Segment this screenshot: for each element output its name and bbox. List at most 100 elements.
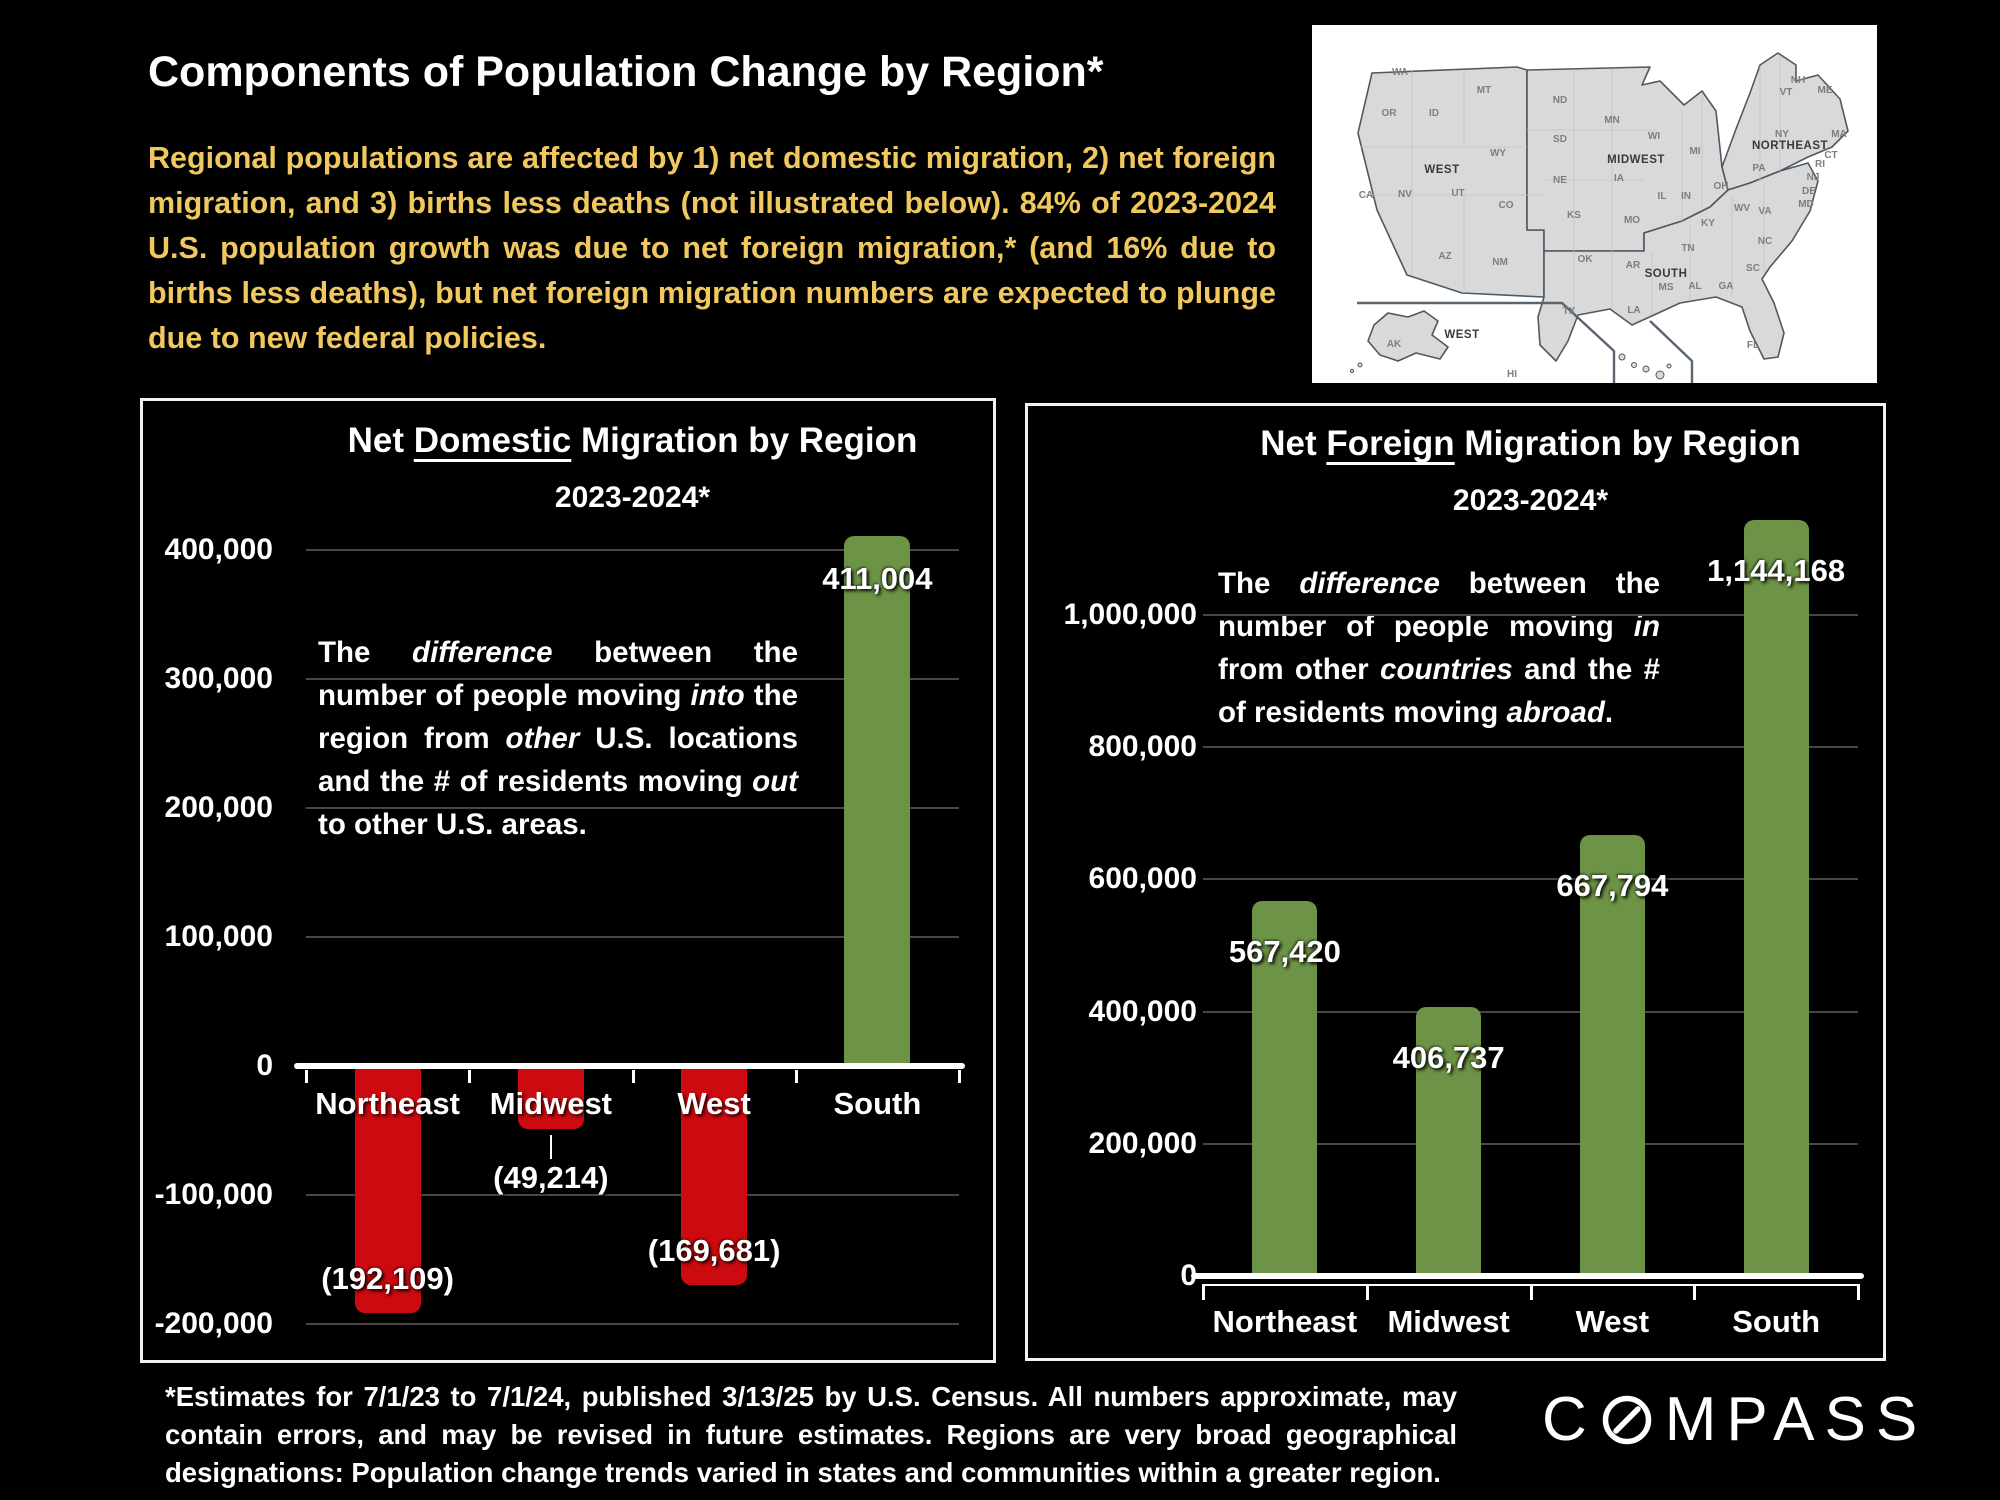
compass-logo: C MPASS [1542, 1384, 1927, 1455]
map-state-label: CA [1359, 190, 1373, 201]
chart-title-underlined-word: Domestic [413, 421, 572, 460]
map-state-label: MO [1624, 215, 1640, 226]
map-state-label: AK [1387, 339, 1402, 350]
map-state-label: KY [1701, 218, 1715, 229]
y-axis-tick-label: 0 [256, 1048, 273, 1082]
zero-axis [294, 1062, 965, 1069]
map-state-label: GA [1719, 281, 1734, 292]
bar-south [844, 535, 911, 1066]
chart-annotation: The difference between the number of peo… [1218, 562, 1660, 734]
bar-value-label: 567,420 [1228, 933, 1341, 969]
map-state-label: HI [1507, 369, 1517, 380]
axis-tick [1529, 1284, 1533, 1300]
map-state-label: NC [1758, 236, 1772, 247]
map-state-label: VT [1780, 87, 1793, 98]
map-state-label: UT [1451, 188, 1464, 199]
map-island [1349, 368, 1355, 374]
map-region-label: WEST [1424, 164, 1459, 176]
axis-tick [794, 1069, 798, 1083]
footnote: *Estimates for 7/1/23 to 7/1/24, publish… [165, 1381, 1457, 1488]
chart-title-suffix: Migration by Region [1454, 424, 1801, 463]
gridline [1203, 878, 1858, 881]
map-state-label: DE [1802, 186, 1816, 197]
chart-title-underlined-word: Foreign [1326, 424, 1455, 463]
category-label: Northeast [1212, 1304, 1358, 1339]
map-state-label: AR [1626, 260, 1641, 271]
chart-plot-area: 1,000,000 800,000 600,000 400,000 200,000 0 56… [1028, 406, 1883, 1358]
bar-value-label: (169,681) [647, 1232, 781, 1268]
bar-value-label: 667,794 [1556, 867, 1669, 903]
compass-o-icon [1602, 1395, 1652, 1444]
gridline [1203, 1010, 1858, 1013]
annotation-text: difference [1299, 567, 1440, 600]
map-state-label: NJ [1807, 172, 1820, 183]
map-alaska [1367, 310, 1449, 362]
map-state-label: OH [1714, 181, 1729, 192]
map-state-label: IN [1681, 191, 1691, 202]
gridline [306, 548, 959, 551]
intro-paragraph: Regional populations are affected by 1) … [148, 141, 1276, 355]
logo-letter-c: C [1542, 1385, 1597, 1454]
map-state-label: NY [1775, 129, 1789, 140]
category-label: Midwest [489, 1085, 613, 1121]
map-state-label: AL [1688, 281, 1701, 292]
axis-tick [468, 1069, 472, 1083]
map-state-label: PA [1752, 163, 1765, 174]
foreign-migration-chart-panel: Net Foreign Migration by Region 2023-202… [1025, 403, 1886, 1361]
map-state-label: OK [1578, 254, 1594, 265]
annotation-text: from other [1218, 653, 1381, 686]
map-state-label: TX [1563, 306, 1576, 317]
map-state-borders [1360, 55, 1781, 315]
map-state-label: VA [1758, 206, 1771, 217]
axis-tick [1202, 1284, 1205, 1300]
map-region-south [1537, 162, 1819, 362]
axis-tick [958, 1069, 961, 1083]
annotation-text: to other U.S. areas. [318, 808, 587, 841]
gridline [1203, 1142, 1858, 1145]
chart-subtitle: 2023-2024* [1452, 484, 1609, 517]
category-label: South [833, 1085, 922, 1121]
map-hawaii-island [1618, 353, 1626, 361]
annotation-text: and the # of residents moving [1218, 653, 1660, 729]
y-axis-tick-label: 200,000 [1088, 1126, 1197, 1160]
map-state-label: NE [1553, 175, 1567, 186]
map-state-label: NV [1398, 189, 1412, 200]
annotation-text: difference [412, 636, 553, 669]
annotation-text: The [1218, 567, 1300, 600]
bar-value-label: 406,737 [1392, 1040, 1505, 1076]
y-axis-tick-label: 600,000 [1088, 862, 1197, 896]
gridline [1203, 746, 1858, 749]
page-title: Components of Population Change by Regio… [148, 48, 1104, 96]
bar-south [1743, 519, 1809, 1276]
y-axis-tick-label: 800,000 [1088, 730, 1197, 764]
map-island [1357, 362, 1363, 368]
map-state-label: TN [1681, 243, 1694, 254]
map-region-label: WEST [1444, 329, 1479, 341]
map-hawaii-island [1666, 363, 1672, 369]
bar-value-label: (49,214) [493, 1160, 609, 1196]
chart-subtitle: 2023-2024* [554, 481, 711, 514]
map-state-label: OR [1382, 108, 1398, 119]
map-region-label: SOUTH [1645, 268, 1688, 280]
annotation-text: the region from [318, 679, 798, 755]
annotation-text: into [690, 679, 745, 712]
annotation-text: between the number of people moving [318, 636, 798, 712]
map-state-label: AZ [1438, 251, 1451, 262]
map-state-label: MA [1831, 129, 1847, 140]
map-hawaii-island [1631, 362, 1637, 368]
annotation-text: The [318, 636, 413, 669]
axis-tick [1693, 1284, 1697, 1300]
axis-tick [631, 1069, 635, 1083]
map-state-label: WV [1734, 203, 1750, 214]
leader-line [549, 1135, 552, 1160]
map-state-label: IA [1614, 173, 1624, 184]
axis-tick [1365, 1284, 1369, 1300]
map-region-label: MIDWEST [1607, 154, 1665, 166]
map-state-label: SD [1553, 134, 1567, 145]
y-axis-tick-label: 400,000 [1088, 994, 1197, 1028]
axis-bracket-line [1203, 1284, 1858, 1286]
chart-title: Net Foreign Migration by Region [1203, 424, 1858, 464]
bar-northeast [354, 1065, 421, 1314]
map-state-label: FL [1747, 340, 1759, 351]
chart-title: Net Domestic Migration by Region [306, 421, 959, 461]
